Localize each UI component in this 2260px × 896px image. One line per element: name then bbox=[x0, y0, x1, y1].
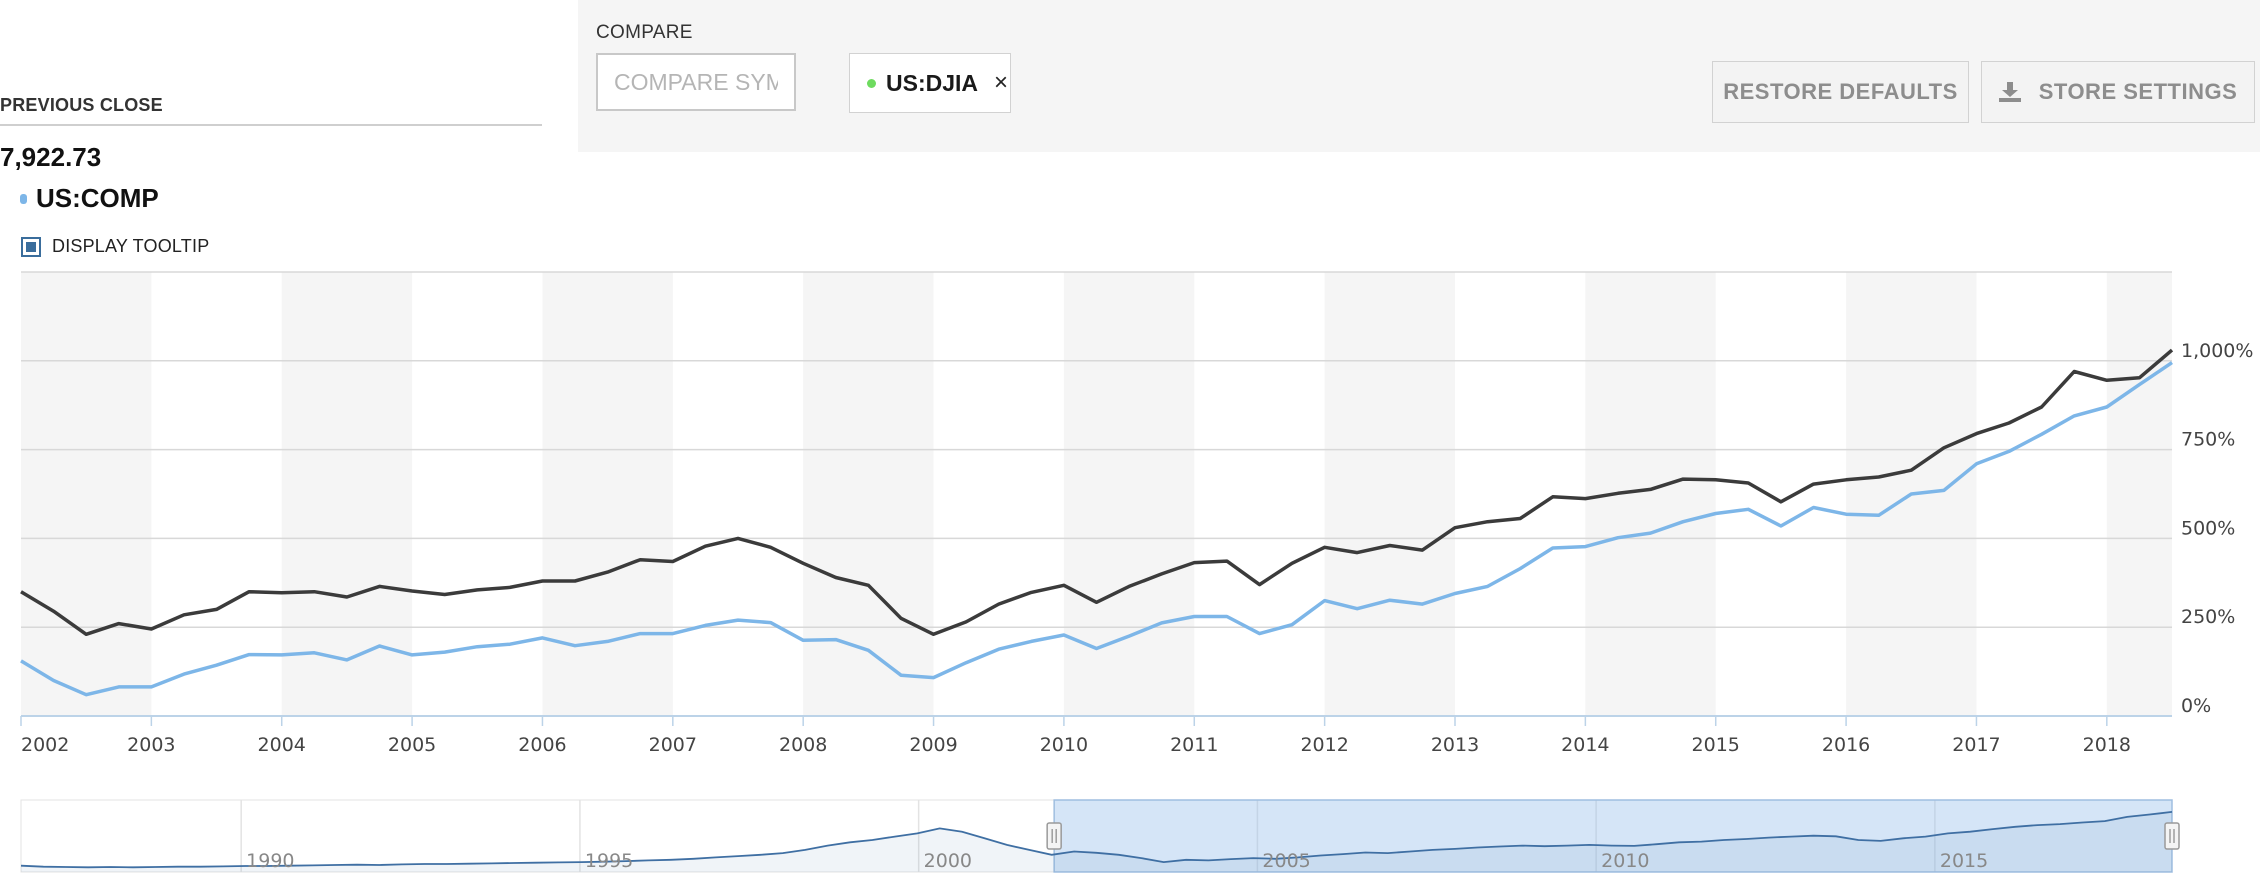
display-tooltip-label: DISPLAY TOOLTIP bbox=[52, 236, 210, 256]
restore-defaults-button[interactable]: RESTORE DEFAULTS bbox=[1712, 61, 1969, 123]
store-settings-label: STORE SETTINGS bbox=[2038, 79, 2238, 104]
navigator-tick-label: 2010 bbox=[1601, 850, 1649, 872]
year-bands bbox=[21, 272, 2172, 716]
handle-grip-box bbox=[1046, 822, 1062, 850]
year-band bbox=[2106, 272, 2172, 716]
series-line-djia[interactable] bbox=[20, 348, 2174, 637]
navigator-tick-label: 1995 bbox=[585, 850, 633, 872]
y-tick-label: 250% bbox=[2181, 606, 2235, 628]
x-tick-label: 2002 bbox=[21, 734, 69, 756]
previous-close-value: 7,922.73 bbox=[0, 142, 102, 172]
navigator-tick-label: 1990 bbox=[246, 850, 294, 872]
navigator-left-handle[interactable] bbox=[1046, 822, 1062, 850]
navigator-tick-label: 2005 bbox=[1262, 850, 1310, 872]
x-tick-label: 2005 bbox=[388, 734, 436, 756]
x-tick-label: 2012 bbox=[1300, 734, 1348, 756]
symbol-legend: US:COMP bbox=[20, 183, 159, 214]
x-tick-label: 2018 bbox=[2083, 734, 2131, 756]
x-tick-label: 2008 bbox=[779, 734, 827, 756]
checkbox-check-icon bbox=[26, 241, 36, 252]
display-tooltip-toggle[interactable]: DISPLAY TOOLTIP bbox=[21, 236, 209, 257]
navigator: 1990 1995 2000 2005 2010 2015 bbox=[20, 799, 2180, 873]
year-band bbox=[1063, 272, 1195, 716]
navigator-right-handle[interactable] bbox=[2164, 822, 2180, 850]
symbol-name: US:COMP bbox=[36, 183, 159, 213]
handle-grip-box bbox=[2164, 822, 2180, 850]
x-tick-label: 2010 bbox=[1040, 734, 1088, 756]
x-tick-label: 2009 bbox=[909, 734, 957, 756]
navigator-tick-label: 2000 bbox=[924, 850, 972, 872]
x-tick-label: 2016 bbox=[1822, 734, 1870, 756]
navigator-series-line bbox=[20, 811, 2173, 869]
series-lines bbox=[20, 348, 2174, 697]
divider bbox=[0, 124, 542, 126]
year-band bbox=[281, 272, 413, 716]
navigator-area bbox=[21, 811, 2172, 872]
restore-defaults-label: RESTORE DEFAULTS bbox=[1723, 79, 1958, 104]
compare-label: COMPARE bbox=[596, 22, 693, 43]
store-settings-button[interactable]: STORE SETTINGS bbox=[1981, 61, 2255, 123]
year-band bbox=[21, 272, 152, 716]
x-tick-label: 2004 bbox=[258, 734, 306, 756]
compare-symbol-input[interactable] bbox=[596, 53, 796, 111]
y-tick-label: 500% bbox=[2181, 517, 2235, 539]
series-color-dot bbox=[867, 78, 876, 88]
close-icon[interactable]: × bbox=[994, 69, 1009, 96]
x-tick-label: 2007 bbox=[649, 734, 697, 756]
x-axis: 2002 2003 2004 2005 2006 2007 2008 2009 2010 2011… bbox=[20, 716, 2131, 756]
y-tick-label: 1,000% bbox=[2181, 340, 2253, 362]
y-tick-label: 750% bbox=[2181, 429, 2235, 451]
tooltip-checkbox[interactable] bbox=[21, 236, 41, 257]
x-tick-label: 2015 bbox=[1692, 734, 1740, 756]
series-line-comp[interactable] bbox=[20, 361, 2173, 697]
navigator-selected-range[interactable] bbox=[1053, 799, 2173, 873]
y-axis: 0% 250% 500% 750% 1,000% bbox=[2181, 340, 2253, 717]
navigator-tick-label: 2015 bbox=[1940, 850, 1988, 872]
series-color-dot bbox=[20, 193, 27, 204]
x-tick-label: 2011 bbox=[1170, 734, 1218, 756]
download-icon bbox=[1998, 82, 2021, 102]
year-band bbox=[542, 272, 673, 716]
year-band bbox=[1324, 272, 1455, 716]
y-tick-label: 0% bbox=[2181, 695, 2211, 717]
x-tick-label: 2017 bbox=[1952, 734, 2000, 756]
previous-close-label: PREVIOUS CLOSE bbox=[0, 95, 163, 115]
x-tick-label: 2013 bbox=[1431, 734, 1479, 756]
compare-chip-label: US:DJIA bbox=[886, 69, 979, 96]
compare-chip-djia: US:DJIA × bbox=[849, 53, 1011, 113]
x-tick-label: 2003 bbox=[127, 734, 175, 756]
gridlines bbox=[21, 271, 2172, 717]
x-tick-label: 2014 bbox=[1561, 734, 1609, 756]
x-tick-label: 2006 bbox=[518, 734, 566, 756]
year-band bbox=[803, 272, 934, 716]
